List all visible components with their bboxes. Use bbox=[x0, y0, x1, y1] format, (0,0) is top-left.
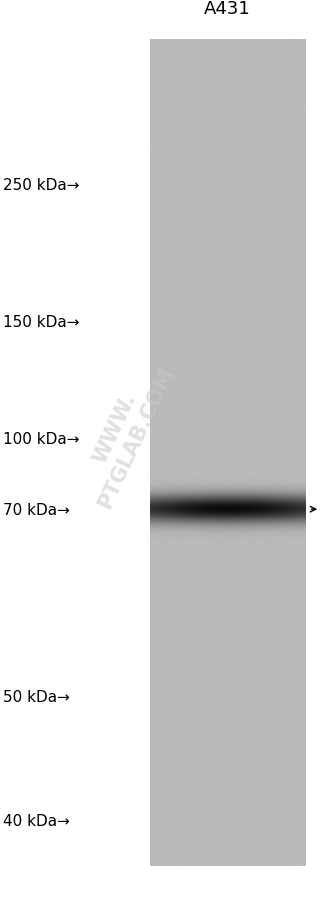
Text: 150 kDa→: 150 kDa→ bbox=[3, 315, 80, 329]
Text: 50 kDa→: 50 kDa→ bbox=[3, 689, 70, 704]
Text: 250 kDa→: 250 kDa→ bbox=[3, 178, 80, 192]
Text: 40 kDa→: 40 kDa→ bbox=[3, 814, 70, 828]
Text: 100 kDa→: 100 kDa→ bbox=[3, 432, 80, 446]
Text: 70 kDa→: 70 kDa→ bbox=[3, 502, 70, 517]
Text: WWW.
PTGLAB.COM: WWW. PTGLAB.COM bbox=[73, 354, 178, 511]
Text: A431: A431 bbox=[204, 0, 251, 18]
